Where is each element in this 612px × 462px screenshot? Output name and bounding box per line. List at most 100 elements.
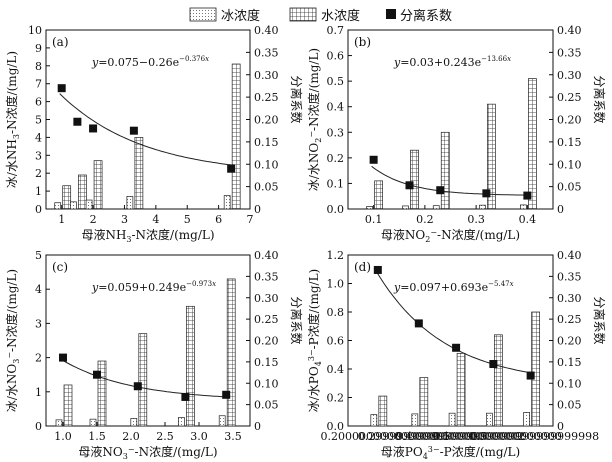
y2-tick-label: 0.40 bbox=[254, 249, 279, 262]
bar-water bbox=[494, 334, 503, 427]
y2-tick-label: 0.05 bbox=[557, 399, 582, 412]
bar-water bbox=[419, 377, 429, 427]
x-tick-label: 7 bbox=[247, 213, 254, 226]
y-tick-label: 6 bbox=[35, 96, 42, 109]
y2-tick-label: 0.35 bbox=[557, 46, 582, 59]
coef-marker bbox=[93, 370, 101, 379]
bar-ice bbox=[411, 413, 419, 427]
y2-tick-label: 0 bbox=[254, 420, 261, 433]
y2-tick-label: 0 bbox=[557, 203, 564, 216]
panel-label: (a) bbox=[52, 35, 69, 49]
coef-marker bbox=[452, 343, 461, 352]
x-tick-label: 2.5 bbox=[156, 430, 174, 443]
y-tick-label: 0.5 bbox=[327, 75, 345, 88]
legend-ice-label: 冰浓度 bbox=[221, 8, 260, 24]
y-tick-label: 5 bbox=[35, 249, 42, 262]
bar-ice bbox=[432, 205, 440, 210]
bar-ice bbox=[402, 205, 409, 210]
coef-marker bbox=[436, 186, 445, 195]
coef-marker bbox=[227, 164, 236, 173]
panel-d: 0.200000000000000010.299999999999999990.… bbox=[306, 249, 607, 461]
bar-water bbox=[134, 137, 144, 210]
y2-tick-label: 0.20 bbox=[254, 114, 279, 127]
x-tick-label: 3.0 bbox=[190, 430, 208, 443]
y-tick-label: 0 bbox=[35, 203, 42, 216]
bar-water bbox=[63, 384, 73, 427]
bar-ice bbox=[218, 415, 226, 427]
y-tick-label: 0 bbox=[35, 420, 42, 433]
coef-marker bbox=[89, 124, 98, 133]
y2-tick-label: 0.20 bbox=[557, 335, 582, 348]
y-tick-label: 0.0 bbox=[327, 203, 345, 216]
bar-water bbox=[528, 78, 537, 210]
y2-tick-label: 0.35 bbox=[557, 270, 582, 283]
x-tick-label: 3 bbox=[121, 213, 128, 226]
bar-water bbox=[456, 352, 466, 427]
bar-ice bbox=[130, 418, 138, 427]
bar-water bbox=[531, 311, 540, 427]
bar-water bbox=[410, 149, 419, 210]
y2-axis-label: 分离系数 bbox=[289, 75, 304, 123]
x-tick-label: 3.5 bbox=[224, 430, 242, 443]
coef-marker bbox=[369, 155, 378, 164]
coef-marker bbox=[222, 390, 231, 399]
bar-ice bbox=[223, 195, 231, 210]
bar-ice bbox=[448, 412, 456, 427]
legend-water-swatch bbox=[289, 7, 317, 22]
x-tick-label: 5 bbox=[184, 213, 191, 226]
y-tick-label: 3 bbox=[35, 149, 42, 162]
x-axis-label: 母液NO3−-N浓度/(mg/L) bbox=[78, 444, 217, 461]
bar-ice bbox=[366, 206, 373, 210]
bar-ice bbox=[178, 417, 185, 427]
fit-equation: y=0.059+0.249e−0.973x bbox=[91, 280, 216, 294]
bar-ice bbox=[370, 414, 378, 427]
y2-tick-label: 0.30 bbox=[254, 69, 279, 82]
coef-marker bbox=[526, 371, 535, 380]
y-tick-label: 0.6 bbox=[327, 50, 345, 63]
y-tick-label: 0.1 bbox=[327, 177, 345, 190]
y-tick-label: 0.2 bbox=[327, 392, 345, 405]
x-tick-label: 0.59999999999999998 bbox=[470, 430, 599, 443]
x-tick-label: 0.3 bbox=[467, 213, 485, 226]
y2-tick-label: 0.05 bbox=[254, 399, 279, 412]
bar-water bbox=[138, 333, 148, 427]
y-tick-label: 10 bbox=[28, 24, 42, 37]
y-tick-label: 7 bbox=[35, 78, 42, 91]
bar-water bbox=[440, 131, 450, 210]
y2-tick-label: 0.10 bbox=[557, 377, 582, 390]
y2-tick-label: 0.30 bbox=[254, 292, 279, 305]
y-tick-label: 0.8 bbox=[327, 306, 345, 319]
y2-tick-label: 0.25 bbox=[557, 91, 582, 104]
coef-marker bbox=[57, 84, 66, 93]
y-tick-label: 3 bbox=[35, 317, 42, 330]
panel-label: (b) bbox=[354, 35, 371, 49]
y-tick-label: 0.7 bbox=[327, 24, 345, 37]
x-tick-label: 0.1 bbox=[365, 213, 383, 226]
coef-marker bbox=[414, 319, 423, 328]
y-tick-label: 8 bbox=[35, 60, 42, 73]
coef-marker bbox=[373, 265, 382, 274]
bar-water bbox=[487, 103, 496, 210]
y-tick-label: 1.2 bbox=[327, 249, 345, 262]
coef-marker bbox=[59, 353, 67, 362]
y-axis-label: 冰/水NO3−-N浓度/(mg/L) bbox=[4, 269, 21, 412]
y2-tick-label: 0.15 bbox=[557, 356, 582, 369]
y2-tick-label: 0.20 bbox=[254, 335, 279, 348]
y2-tick-label: 0.25 bbox=[557, 313, 582, 326]
bar-water bbox=[374, 180, 383, 210]
y-axis-label: 冰/水NH3-N浓度/(mg/L) bbox=[4, 51, 21, 188]
y2-axis-label: 分离系数 bbox=[592, 75, 607, 123]
x-tick-label: 0.2 bbox=[416, 213, 434, 226]
y-tick-label: 5 bbox=[35, 114, 42, 127]
y-tick-label: 0.3 bbox=[327, 126, 345, 139]
y-tick-label: 4 bbox=[35, 283, 42, 296]
x-tick-label: 0.29999999999999999 bbox=[358, 430, 487, 443]
fit-equation: y=0.03+0.243e−13.66x bbox=[393, 55, 511, 69]
y2-tick-label: 0.15 bbox=[254, 356, 279, 369]
legend: 冰浓度 水浓度 分离系数 bbox=[189, 7, 452, 24]
y-tick-label: 1 bbox=[35, 185, 42, 198]
x-axis-label: 母液NH3-N浓度/(mg/L) bbox=[81, 227, 214, 244]
x-tick-label: 1 bbox=[58, 213, 65, 226]
y-tick-label: 0.2 bbox=[327, 152, 345, 165]
y2-tick-label: 0.05 bbox=[254, 181, 279, 194]
